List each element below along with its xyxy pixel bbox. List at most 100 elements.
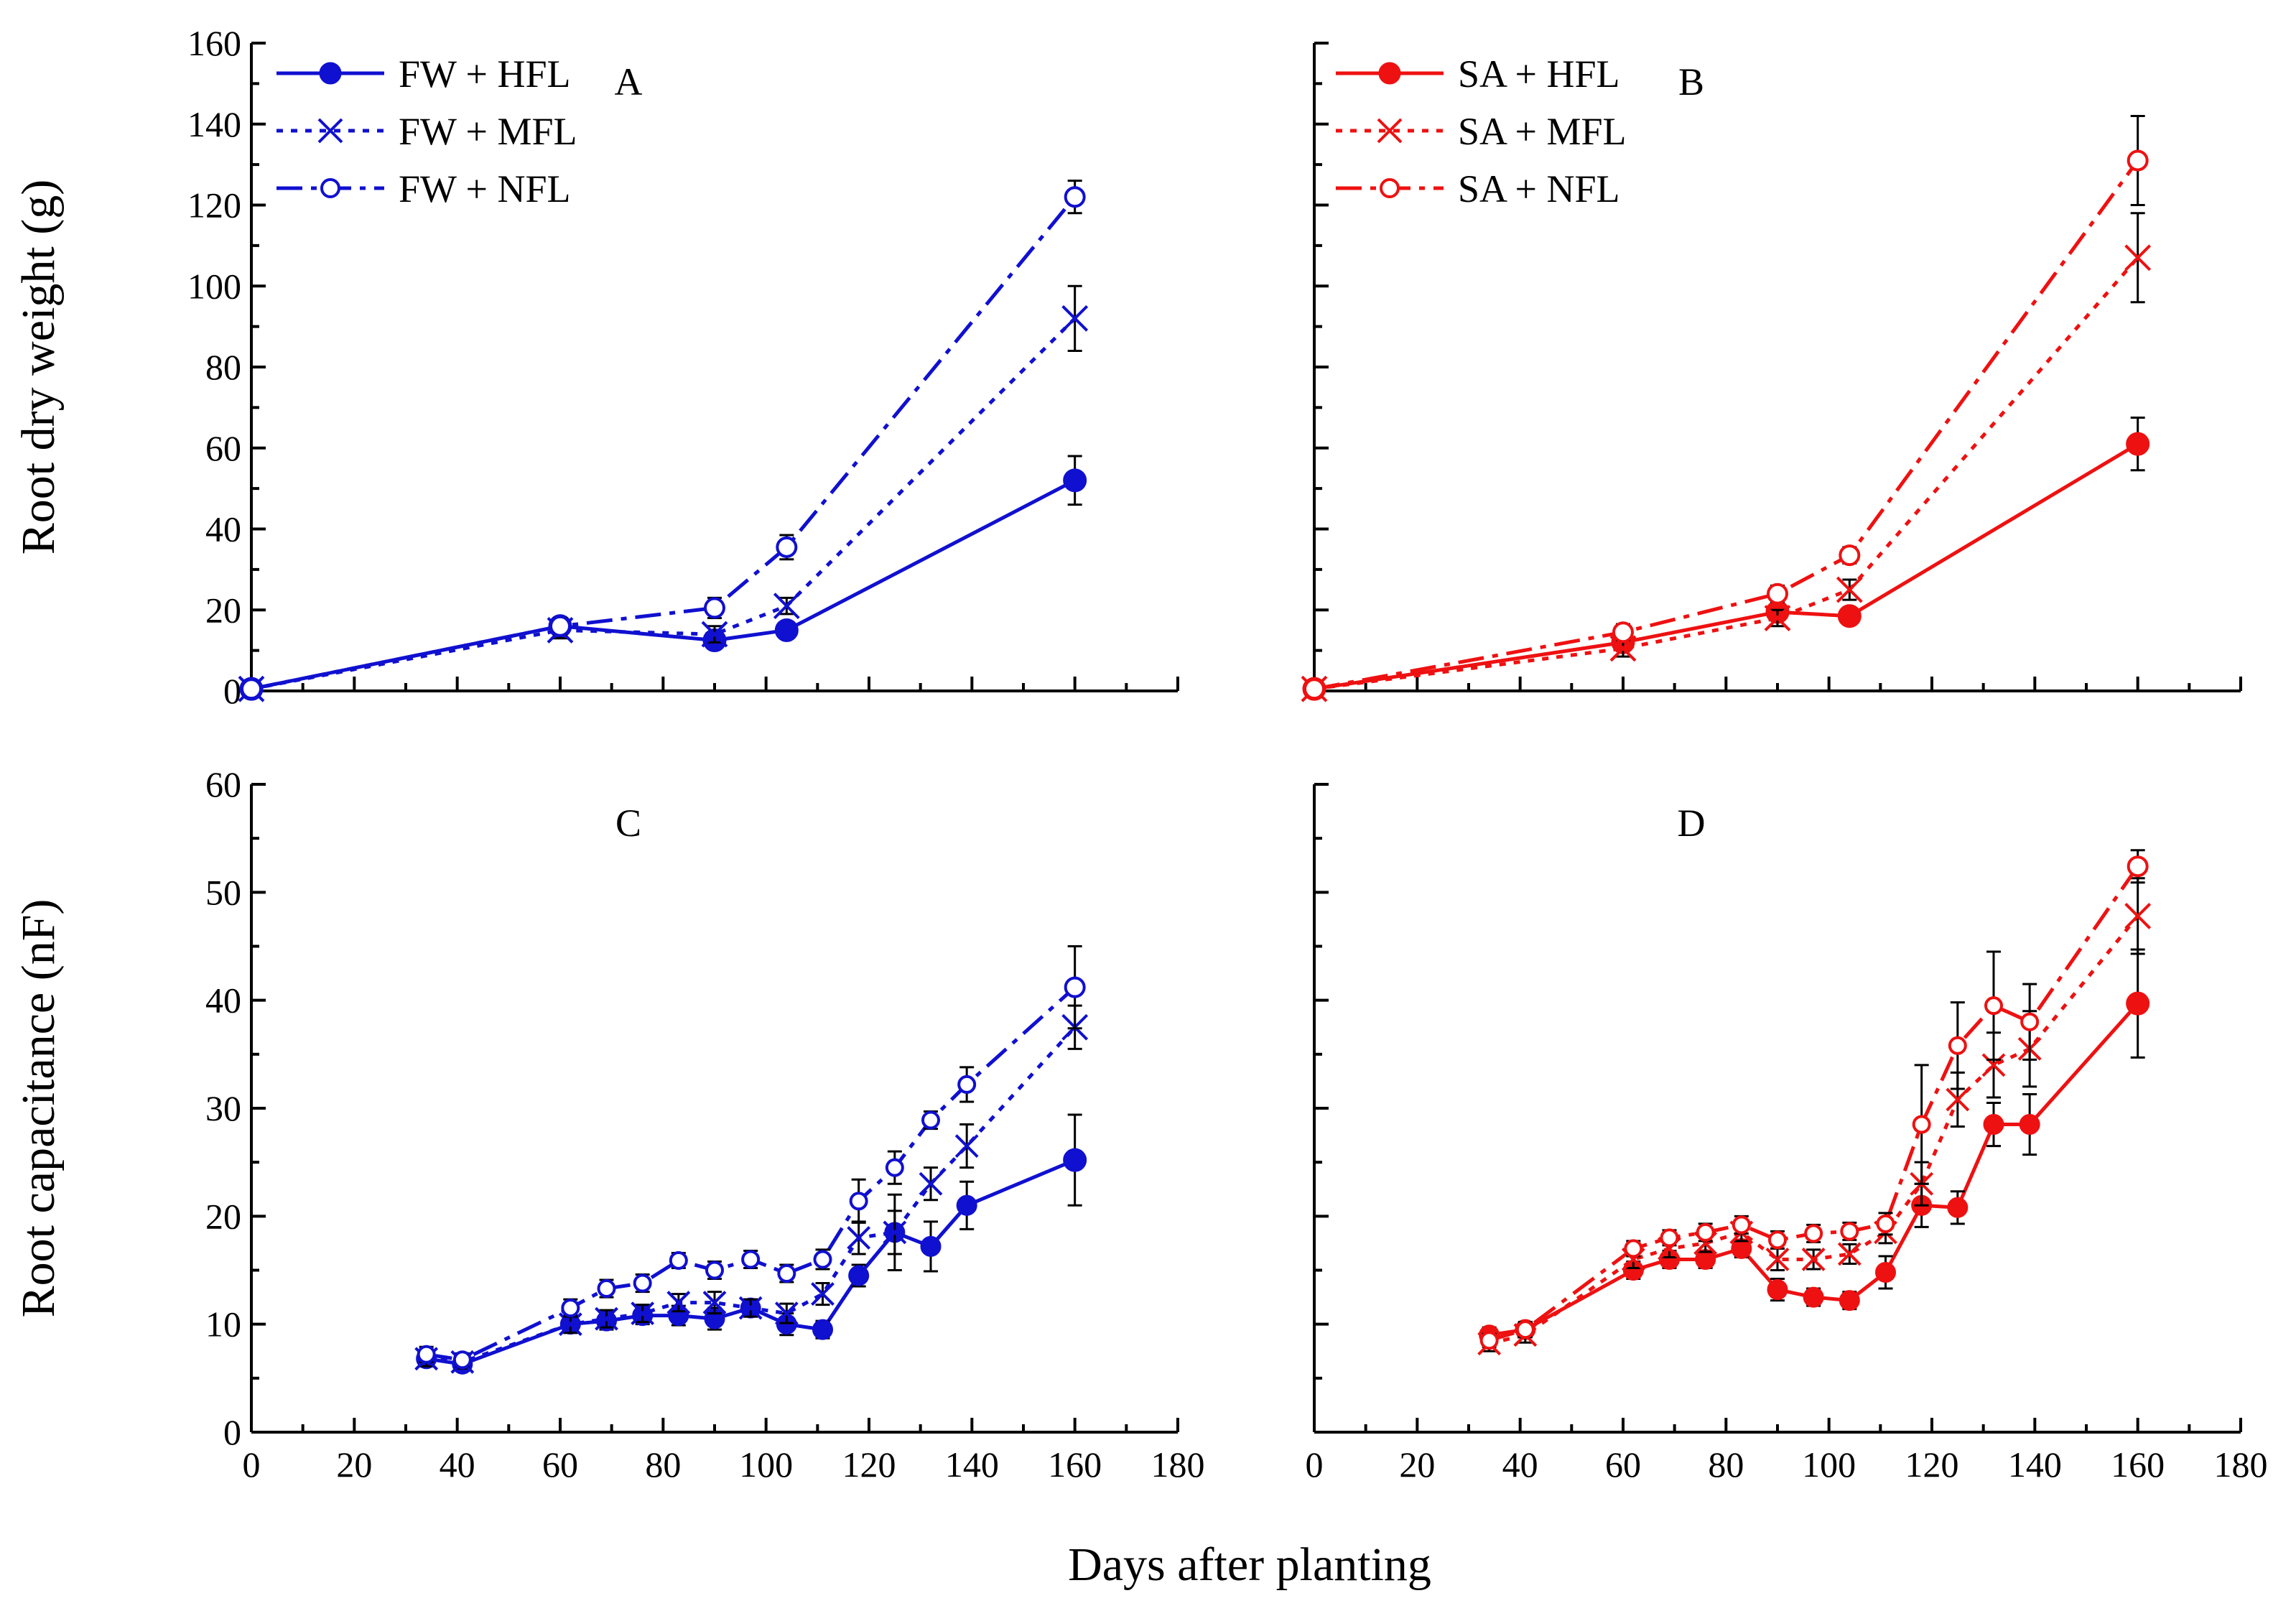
panel-b-data-point: [2126, 432, 2150, 456]
panel-a-data-point: [704, 597, 725, 619]
panel-d-data-point: [1515, 1320, 1535, 1340]
panel-d-data-point: [1984, 996, 2003, 1016]
panel-a-y-tick-label: 160: [187, 23, 241, 63]
panel-c-x-tick-label: 60: [542, 1444, 578, 1485]
panel-b-legend-marker-1: [1377, 118, 1403, 144]
panel-c-y-tick-label: 30: [205, 1088, 241, 1128]
panel-b-data-point: [1836, 576, 1863, 603]
panel-b-data-point: [1609, 635, 1637, 662]
panel-a-y-tick-label: 0: [223, 671, 241, 711]
panel-c-data-point: [956, 1194, 977, 1216]
panel-d-data-point: [2124, 902, 2152, 929]
panel-a-legend-marker-2: [320, 178, 340, 198]
panel-b-legend-label-1: SA + MFL: [1458, 110, 1627, 153]
panel-c-data-point: [669, 1250, 688, 1270]
panel-d-label: D: [1678, 802, 1706, 845]
panel-d-data-point: [1912, 1115, 1931, 1134]
panel-c-data-point: [849, 1192, 868, 1211]
panel-b-legend-label-2: SA + NFL: [1458, 167, 1620, 210]
panel-c-data-point: [812, 1319, 833, 1340]
panel-c-x-tick-label: 100: [739, 1444, 793, 1485]
panel-a-series-line-2: [251, 195, 1077, 691]
panel-c-data-point: [738, 1296, 763, 1320]
panel-c-data-point: [1063, 1148, 1087, 1172]
panel-b-data-point: [1764, 605, 1791, 631]
panel-c-data-point: [957, 1074, 977, 1094]
panel-a-y-tick-label: 20: [205, 590, 241, 630]
panel-a-label: A: [615, 60, 643, 103]
panel-c-data-point: [705, 1261, 724, 1280]
panel-b-series-line-2: [1314, 159, 2139, 691]
panel-b-data-point: [2127, 149, 2149, 172]
panel-d-data-point: [1837, 1242, 1862, 1266]
panel-a-data-point: [773, 593, 800, 620]
panel-d-x-tick-label: 140: [2008, 1444, 2062, 1485]
panel-d-data-point: [1983, 1114, 2004, 1136]
panel-a-chart: 0 20 40 60 80 100 120 140 160 Root dry weight (g)…: [12, 23, 1179, 711]
panel-d-x-tick-label: 160: [2111, 1444, 2165, 1485]
panel-d-data-point: [1624, 1239, 1643, 1258]
panel-c-data-point: [595, 1306, 618, 1331]
panel-d-data-point: [1981, 1053, 2006, 1077]
panel-c-data-point: [921, 1110, 940, 1130]
panel-c-x-tick-label: 20: [336, 1444, 372, 1485]
panel-a-y-axis-title: Root dry weight (g): [12, 180, 65, 554]
panel-c-data-point: [919, 1171, 943, 1196]
panel-d-data-point: [2019, 1114, 2040, 1136]
panel-d-data-point: [1947, 1197, 1969, 1218]
panel-b-legend-label-0: SA + HFL: [1458, 52, 1620, 96]
panel-c-data-point: [813, 1250, 832, 1269]
panel-c-data-point: [774, 1301, 799, 1326]
panel-b-data-point: [1837, 604, 1862, 628]
panel-d-x-tick-label: 100: [1802, 1444, 1856, 1485]
panel-a-y-tick-label: 140: [187, 104, 241, 144]
panel-a-data-point: [776, 536, 798, 558]
panel-b-data-point: [1767, 582, 1788, 605]
panel-a-data-point: [1064, 186, 1086, 208]
panel-a-legend-label-1: FW + MFL: [399, 110, 577, 153]
panel-c-data-point: [561, 1299, 580, 1318]
panel-c-y-tick-label: 20: [205, 1196, 241, 1236]
panel-c-label: C: [615, 802, 641, 845]
panel-a-data-point: [549, 615, 571, 637]
panel-c-x-tick-label: 120: [842, 1444, 896, 1485]
panel-d-data-point: [1479, 1331, 1499, 1350]
panel-a-y-tick-label: 80: [205, 347, 241, 387]
panel-d-data-point: [1767, 1279, 1788, 1301]
panel-b-label: B: [1678, 60, 1704, 103]
panel-c-chart: 0 20 40 60 80 100 120 140 160 180 0 10 20 30 40 50 60 Roo…: [12, 764, 1205, 1485]
panel-c-x-tick-label: 140: [945, 1444, 999, 1485]
panel-d-x-tick-label: 180: [2214, 1444, 2268, 1485]
panel-d-data-point: [2126, 991, 2150, 1016]
panel-b-data-point: [2124, 244, 2152, 271]
panel-d-x-tick-label: 20: [1399, 1444, 1435, 1485]
panel-d-x-tick-label: 120: [1905, 1444, 1959, 1485]
panel-c-x-tick-label: 40: [440, 1444, 475, 1485]
panel-d-data-point: [1660, 1228, 1679, 1248]
panel-d-data-point: [1946, 1087, 1970, 1112]
panel-b-legend-marker-0: [1378, 62, 1401, 85]
panel-d-data-point: [1768, 1230, 1787, 1250]
panel-d-data-point: [1875, 1262, 1896, 1283]
shared-x-axis-title: Days after planting: [1068, 1538, 1431, 1591]
panel-c-data-point: [848, 1265, 870, 1286]
panel-c-data-point: [920, 1235, 942, 1257]
panel-c-data-point: [631, 1301, 655, 1326]
panel-a-legend-marker-1: [317, 118, 343, 144]
panel-d-data-point: [1732, 1215, 1751, 1235]
panel-a-data-point: [1061, 305, 1089, 332]
panel-d-data-point: [1765, 1248, 1790, 1271]
panel-b-data-point: [1303, 678, 1325, 700]
panel-c-x-tick-label: 80: [645, 1444, 681, 1485]
panel-b-series-line-1: [1314, 256, 2139, 691]
panel-d-data-point: [1948, 1036, 1967, 1055]
panel-c-y-axis-title: Root capacitance (nF): [12, 899, 65, 1318]
panel-c-data-point: [597, 1279, 616, 1299]
panel-d-data-point: [2127, 855, 2149, 878]
panel-b-legend-marker-2: [1380, 178, 1400, 198]
panel-c-data-point: [633, 1273, 652, 1293]
panel-d-data-point: [2020, 1012, 2040, 1031]
panel-c-data-point: [811, 1282, 835, 1306]
